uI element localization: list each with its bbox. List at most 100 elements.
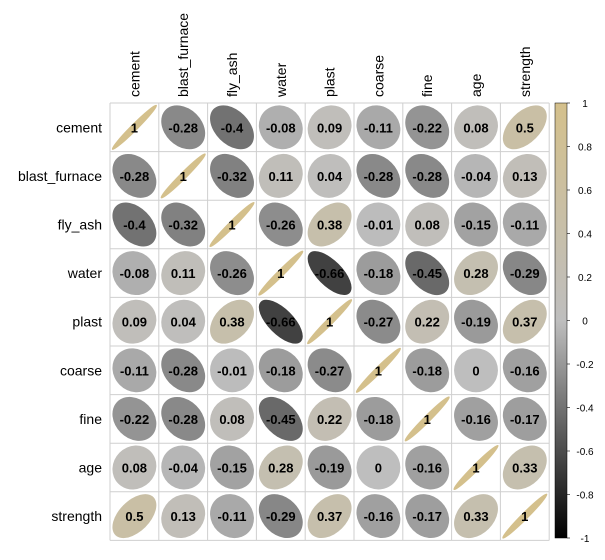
cell-value-age-cement: 0.08	[122, 461, 147, 476]
cell-value-water-fly_ash: -0.26	[217, 266, 247, 281]
cell-ellipse-coarse-strength	[502, 348, 547, 393]
cell-value-plast-fine: 0.22	[415, 315, 440, 330]
cell-value-plast-fly_ash: 0.38	[219, 315, 244, 330]
cell-value-fine-strength: -0.17	[510, 412, 540, 427]
cell-ellipse-fly_ash-fly_ash	[209, 201, 255, 248]
col-label-blast_furnace: blast_furnace	[175, 13, 191, 97]
cell-value-cement-fine: -0.22	[412, 120, 442, 135]
cell-value-blast_furnace-strength: 0.13	[512, 169, 537, 184]
cell-value-blast_furnace-cement: -0.28	[120, 169, 150, 184]
col-label-strength: strength	[517, 46, 533, 97]
axis-labels: cementcementblast_furnaceblast_furnacefl…	[18, 13, 533, 524]
col-label-fly_ash: fly_ash	[224, 53, 240, 97]
cell-value-fly_ash-cement: -0.4	[123, 218, 146, 233]
colorbar-tick-label: 0.6	[578, 186, 592, 197]
cell-value-cement-strength: 0.5	[516, 120, 534, 135]
cell-ellipse-age-water	[258, 445, 303, 490]
grid	[109, 102, 550, 541]
cell-value-cement-blast_furnace: -0.28	[168, 120, 198, 135]
cell-ellipse-fly_ash-fine	[405, 202, 450, 247]
cell-ellipse-blast_furnace-coarse	[356, 153, 401, 198]
cell-value-coarse-blast_furnace: -0.28	[168, 363, 198, 378]
col-label-age: age	[468, 73, 484, 97]
cell-ellipse-blast_furnace-blast_furnace	[160, 153, 206, 199]
cell-ellipse-cement-plast	[307, 105, 352, 150]
cell-value-blast_furnace-fine: -0.28	[412, 169, 442, 184]
colorbar-tick-label: 1	[582, 99, 588, 110]
cell-ellipse-water-fine	[405, 251, 450, 296]
cell-ellipse-strength-age	[454, 494, 498, 539]
cell-value-cement-plast: 0.09	[317, 120, 342, 135]
cell-value-water-water: 1	[277, 266, 284, 281]
cell-value-age-blast_furnace: -0.04	[168, 461, 198, 476]
cell-ellipse-fine-fine	[404, 396, 450, 442]
row-label-coarse: coarse	[60, 362, 102, 378]
cell-ellipse-fly_ash-blast_furnace	[161, 202, 206, 247]
cell-ellipse-fine-fly_ash	[210, 396, 254, 441]
cell-value-plast-coarse: -0.27	[364, 315, 394, 330]
cell-ellipse-coarse-blast_furnace	[161, 348, 206, 393]
cell-ellipse-strength-water	[258, 494, 303, 539]
cell-value-age-plast: -0.19	[315, 461, 345, 476]
ellipse-cells: 1 -0.28 -0.4 -0.08 0.09 -0.11 -0.22 0.08 0.5 -0.2…	[111, 104, 548, 539]
cell-value-fly_ash-plast: 0.38	[317, 218, 342, 233]
cell-ellipse-fine-coarse	[356, 396, 401, 441]
cell-ellipse-strength-plast	[307, 494, 352, 539]
cell-value-age-age: 1	[472, 461, 479, 476]
row-label-plast: plast	[72, 314, 102, 330]
cell-ellipse-strength-blast_furnace	[161, 494, 206, 539]
cell-ellipse-coarse-fine	[405, 348, 450, 393]
cell-ellipse-fine-strength	[502, 396, 547, 441]
cell-ellipse-coarse-fly_ash	[210, 348, 254, 393]
cell-ellipse-coarse-water	[258, 348, 303, 393]
colorbar-tick-label: 0.4	[578, 230, 592, 241]
cell-ellipse-fine-plast	[307, 396, 352, 441]
cell-value-strength-age: 0.33	[463, 509, 488, 524]
cell-value-age-fine: -0.16	[412, 461, 442, 476]
cell-ellipse-water-cement	[112, 251, 157, 296]
cell-value-cement-cement: 1	[131, 120, 138, 135]
cell-value-cement-fly_ash: -0.4	[221, 120, 244, 135]
cell-value-cement-water: -0.08	[266, 120, 296, 135]
cell-ellipse-strength-cement	[112, 494, 157, 539]
cell-ellipse-blast_furnace-plast	[307, 153, 352, 198]
colorbar-tick-label: -0.4	[576, 404, 594, 415]
cell-ellipse-fly_ash-plast	[307, 202, 352, 247]
cell-ellipse-cement-cement	[111, 104, 157, 150]
col-label-plast: plast	[322, 67, 338, 97]
cell-ellipse-fly_ash-strength	[502, 202, 547, 247]
cell-ellipse-water-strength	[502, 251, 547, 296]
cell-value-water-fine: -0.45	[412, 266, 442, 281]
cell-value-fly_ash-fly_ash: 1	[228, 218, 235, 233]
cell-value-fine-age: -0.16	[461, 412, 491, 427]
cell-value-blast_furnace-fly_ash: -0.32	[217, 169, 247, 184]
row-label-strength: strength	[51, 508, 102, 524]
cell-ellipse-coarse-cement	[112, 348, 157, 393]
cell-ellipse-strength-fly_ash	[210, 494, 254, 539]
cell-ellipse-age-strength	[502, 445, 547, 490]
colorbar	[554, 102, 568, 539]
cell-value-plast-blast_furnace: 0.04	[171, 315, 197, 330]
col-label-fine: fine	[419, 74, 435, 97]
cell-ellipse-fly_ash-age	[454, 202, 498, 247]
cell-value-blast_furnace-plast: 0.04	[317, 169, 343, 184]
cell-ellipse-age-age	[453, 444, 499, 491]
cell-value-strength-coarse: -0.16	[364, 509, 394, 524]
color-legend: 1 0.8 0.6 0.4 0.2 0 -0.2 -0.4 -0.6 -0.8 -1	[554, 99, 594, 545]
cell-value-fine-water: -0.45	[266, 412, 296, 427]
cell-value-fly_ash-blast_furnace: -0.32	[168, 218, 198, 233]
cell-value-coarse-strength: -0.16	[510, 363, 540, 378]
cell-value-cement-coarse: -0.11	[364, 120, 393, 135]
cell-value-fine-plast: 0.22	[317, 412, 342, 427]
col-label-coarse: coarse	[370, 55, 386, 97]
cell-ellipse-plast-age	[454, 299, 498, 344]
cell-value-strength-cement: 0.5	[125, 509, 143, 524]
cell-ellipse-coarse-coarse	[355, 347, 401, 393]
cell-ellipse-plast-water	[258, 299, 303, 344]
cell-value-fly_ash-water: -0.26	[266, 218, 296, 233]
cell-ellipse-blast_furnace-fine	[405, 153, 450, 198]
cell-ellipse-water-fly_ash	[210, 251, 254, 296]
cell-value-fine-coarse: -0.18	[364, 412, 394, 427]
colorbar-tick-label: -0.2	[576, 360, 594, 371]
cell-ellipse-cement-water	[258, 105, 303, 150]
